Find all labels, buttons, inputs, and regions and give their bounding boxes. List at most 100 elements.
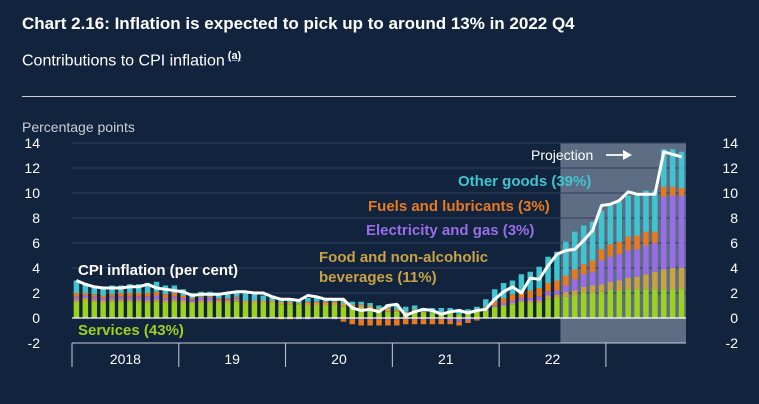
bar-electricity bbox=[509, 300, 516, 303]
bar-other bbox=[625, 195, 631, 237]
y-tick-label-left: 12 bbox=[24, 160, 40, 176]
bar-electricity bbox=[634, 249, 640, 277]
bar-services bbox=[207, 303, 213, 318]
bar-electricity bbox=[491, 305, 498, 307]
bar-services bbox=[242, 303, 249, 318]
bar-other bbox=[491, 289, 498, 302]
bar-fuels bbox=[589, 260, 596, 272]
bar-food bbox=[340, 303, 347, 307]
bar-fuels bbox=[189, 298, 195, 300]
bar-electricity bbox=[331, 318, 338, 320]
bar-food bbox=[554, 294, 560, 298]
bar-fuels bbox=[91, 294, 98, 297]
bar-fuels bbox=[224, 298, 231, 300]
bar-fuels bbox=[305, 301, 311, 303]
bar-electricity bbox=[162, 298, 169, 301]
bar-services bbox=[643, 289, 649, 318]
bar-other bbox=[438, 308, 445, 313]
bar-fuels bbox=[447, 320, 453, 325]
label-food-line1: Food and non-alcoholic bbox=[319, 249, 488, 266]
header-divider bbox=[22, 96, 736, 97]
bar-electricity bbox=[678, 195, 685, 268]
bar-services bbox=[554, 298, 560, 318]
bar-services bbox=[456, 314, 462, 318]
bar-food bbox=[118, 299, 124, 302]
bar-services bbox=[305, 305, 311, 318]
bar-electricity bbox=[545, 291, 551, 296]
footnote-marker-link[interactable]: (a) bbox=[227, 50, 242, 62]
x-tick-labels: 2018 19 20 21 22 bbox=[110, 351, 561, 367]
bar-services bbox=[563, 296, 569, 318]
bar-other bbox=[580, 225, 587, 265]
bar-services bbox=[536, 303, 542, 318]
bar-fuels bbox=[198, 296, 204, 298]
bar-food bbox=[643, 274, 649, 290]
bar-electricity bbox=[438, 318, 445, 320]
bar-food bbox=[545, 295, 551, 300]
bar-services bbox=[634, 289, 640, 318]
bar-food bbox=[660, 269, 667, 290]
bar-fuels bbox=[162, 294, 169, 298]
bar-services bbox=[118, 301, 124, 318]
bar-fuels bbox=[73, 293, 80, 297]
bar-services bbox=[411, 311, 418, 318]
bar-electricity bbox=[429, 318, 436, 320]
bar-food bbox=[456, 318, 462, 320]
bar-fuels bbox=[367, 319, 373, 326]
bar-electricity bbox=[153, 295, 160, 300]
bar-fuels bbox=[349, 319, 356, 325]
bar-food bbox=[287, 301, 293, 305]
bar-food bbox=[634, 276, 640, 290]
bar-services bbox=[376, 310, 382, 318]
bar-other bbox=[402, 306, 409, 312]
bar-electricity bbox=[189, 299, 195, 302]
bar-fuels bbox=[402, 319, 409, 325]
bar-electricity bbox=[456, 319, 462, 322]
label-fuels: Fuels and lubricants (3%) bbox=[368, 198, 550, 215]
bar-other bbox=[251, 294, 258, 301]
label-other-goods: Other goods (39%) bbox=[458, 173, 591, 190]
bar-other bbox=[224, 294, 231, 298]
bar-services bbox=[251, 303, 258, 318]
bar-fuels bbox=[358, 319, 364, 326]
bar-other bbox=[260, 295, 267, 301]
bar-electricity bbox=[127, 296, 133, 300]
bar-food bbox=[331, 303, 338, 306]
bar-fuels bbox=[652, 231, 658, 243]
bar-electricity bbox=[82, 295, 89, 298]
bar-other bbox=[660, 149, 667, 187]
bar-electricity bbox=[518, 298, 525, 301]
x-tick-label: 20 bbox=[331, 351, 347, 367]
bar-fuels bbox=[180, 295, 186, 298]
x-tick-label: 21 bbox=[438, 351, 454, 367]
bar-fuels bbox=[331, 301, 338, 303]
bar-electricity bbox=[563, 285, 569, 292]
bar-food bbox=[420, 311, 427, 313]
bar-electricity bbox=[589, 271, 596, 286]
bar-food bbox=[82, 298, 89, 301]
bar-fuels bbox=[678, 188, 685, 196]
bar-electricity bbox=[171, 296, 178, 300]
bar-electricity bbox=[180, 298, 186, 301]
bar-fuels bbox=[118, 293, 124, 297]
bar-food bbox=[100, 300, 106, 303]
bar-food bbox=[563, 291, 569, 297]
bar-electricity bbox=[598, 260, 605, 285]
y-tick-label-right: -2 bbox=[726, 335, 739, 351]
y-tick-label-right: 12 bbox=[722, 160, 738, 176]
subtitle-text: Contributions to CPI inflation bbox=[22, 52, 225, 70]
bar-other bbox=[518, 274, 525, 291]
y-tick-label-left: 0 bbox=[32, 310, 40, 326]
bar-services bbox=[260, 303, 267, 318]
bar-food bbox=[367, 305, 373, 310]
bar-food bbox=[109, 299, 115, 302]
bar-other bbox=[678, 151, 685, 188]
bar-fuels bbox=[340, 319, 347, 322]
bar-services bbox=[474, 311, 480, 318]
bar-fuels bbox=[278, 318, 284, 320]
bar-services bbox=[447, 313, 453, 318]
y-tick-label-right: 6 bbox=[730, 235, 738, 251]
y-tick-label-left: -2 bbox=[28, 335, 41, 351]
bar-services bbox=[216, 303, 222, 318]
x-tick-label: 2018 bbox=[110, 351, 141, 367]
